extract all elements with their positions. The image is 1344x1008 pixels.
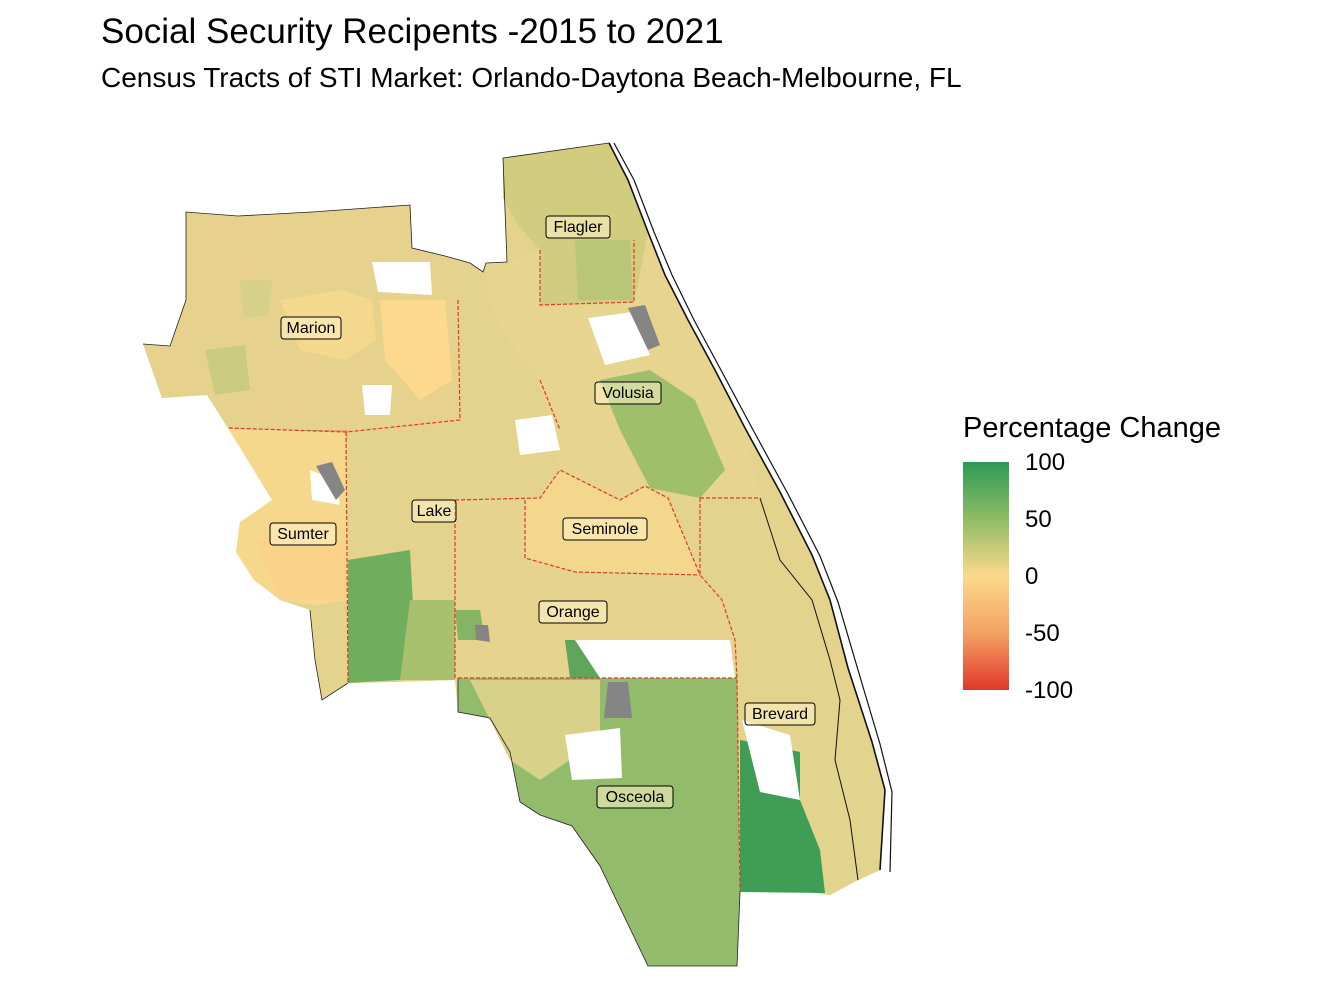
nodata-hole [565,728,622,780]
nodata-hole [742,720,800,800]
county-label-orange: Orange [538,600,608,624]
nodata-hole [310,470,340,505]
svg-text:Volusia: Volusia [602,385,654,402]
legend-tick-0: 0 [1025,563,1039,590]
county-label-seminole: Seminole [562,517,648,541]
svg-text:Lake: Lake [417,503,452,520]
nodata-tract [316,462,345,500]
nodata-tract [604,682,632,718]
legend-tick-100: 100 [1025,449,1066,476]
lake-south [348,550,415,683]
coastline [608,142,886,871]
chart-title: Social Security Recipents -2015 to 2021 [101,12,724,51]
county-label-lake: Lake [411,499,457,523]
nodata-tract [628,305,660,350]
county-label-volusia: Volusia [594,381,662,405]
county-boundaries [227,240,760,893]
legend-title: Percentage Change [963,412,1221,444]
legend-tick-neg100: -100 [1025,677,1074,704]
nodata-hole [575,640,735,678]
outer-border-south [309,609,741,967]
nodata-hole [362,385,392,415]
county-label-osceola: Osceola [596,785,674,809]
legend-tick-50: 50 [1025,506,1052,533]
county-label-flagler: Flagler [545,215,611,239]
osceola-north [470,680,600,780]
svg-text:Brevard: Brevard [752,706,808,723]
legend-colorbar [963,462,1009,690]
barrier-island [613,142,893,873]
svg-text:Marion: Marion [287,320,336,337]
svg-text:Flagler: Flagler [554,219,604,236]
svg-text:Orange: Orange [546,604,599,621]
svg-text:Osceola: Osceola [606,789,665,806]
nodata-hole [588,312,650,365]
sumter-south [255,540,348,600]
nodata-hole [515,415,560,455]
svg-text:Seminole: Seminole [572,521,639,538]
county-label-sumter: Sumter [269,522,337,546]
marion-tracts-4 [240,280,272,318]
svg-text:Sumter: Sumter [277,526,329,543]
county-label-marion: Marion [280,316,342,340]
lake-south-2 [400,600,455,680]
nodata-hole [372,262,432,295]
lagoon-outline [759,497,859,881]
county-label-brevard: Brevard [744,702,816,726]
flagler-west [575,240,633,300]
marion-tracts-3 [205,345,250,395]
outer-border [142,142,610,347]
legend-tick-neg50: -50 [1025,620,1060,647]
chart-subtitle: Census Tracts of STI Market: Orlando-Day… [101,62,962,93]
marion-tracts-2 [380,300,452,400]
nodata-tract [475,625,490,642]
